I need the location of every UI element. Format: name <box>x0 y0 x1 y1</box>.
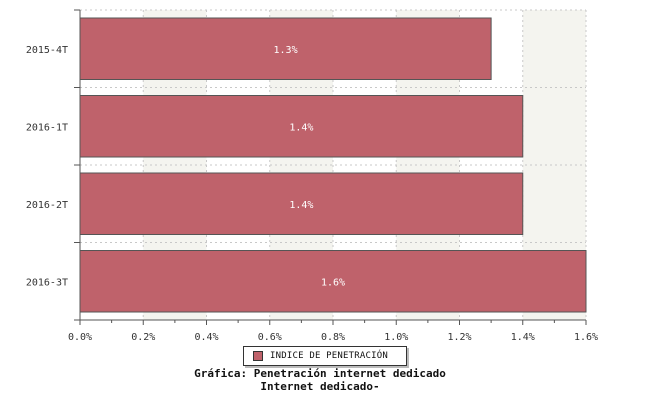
y-tick-label: 2016-3T <box>26 277 68 288</box>
x-tick-label: 0.8% <box>321 332 345 343</box>
data-label: 1.4% <box>289 122 313 133</box>
y-tick-label: 2016-2T <box>26 200 68 211</box>
legend-label: INDICE DE PENETRACIÓN <box>270 351 388 361</box>
x-tick-label: 0.6% <box>258 332 282 343</box>
data-label: 1.3% <box>274 45 298 56</box>
x-tick-label: 0.4% <box>194 332 218 343</box>
bar <box>79 172 524 235</box>
y-tick-label: 2016-1T <box>26 122 68 133</box>
x-tick-label: 0.2% <box>131 332 155 343</box>
x-tick-label: 1.6% <box>574 332 598 343</box>
chart-subtitle: Internet dedicado- <box>260 380 380 393</box>
data-label: 1.6% <box>321 277 345 288</box>
chart-title: Gráfica: Penetración internet dedicado <box>194 367 446 380</box>
bar <box>79 250 587 313</box>
axes <box>74 9 587 325</box>
bar <box>79 95 524 158</box>
y-tick-label: 2015-4T <box>26 45 68 56</box>
tick-labels: 2015-4T 2016-1T 2016-2T 2016-3T 0.0% 0.2% 0.4%… <box>26 45 598 343</box>
legend: INDICE DE PENETRACIÓN <box>243 346 407 366</box>
bar <box>79 17 492 80</box>
x-tick-label: 1.0% <box>384 332 408 343</box>
bars: 1.3% 1.4% 1.4% 1.6% <box>79 17 587 313</box>
data-label: 1.4% <box>289 200 313 211</box>
x-tick-label: 1.2% <box>447 332 471 343</box>
x-tick-label: 1.4% <box>511 332 535 343</box>
legend-swatch <box>253 351 263 361</box>
bar-chart: 1.3%1.4%1.4%1.6% 2015-4T2016-1T2016-2T20… <box>26 9 598 343</box>
x-tick-label: 0.0% <box>68 332 92 343</box>
